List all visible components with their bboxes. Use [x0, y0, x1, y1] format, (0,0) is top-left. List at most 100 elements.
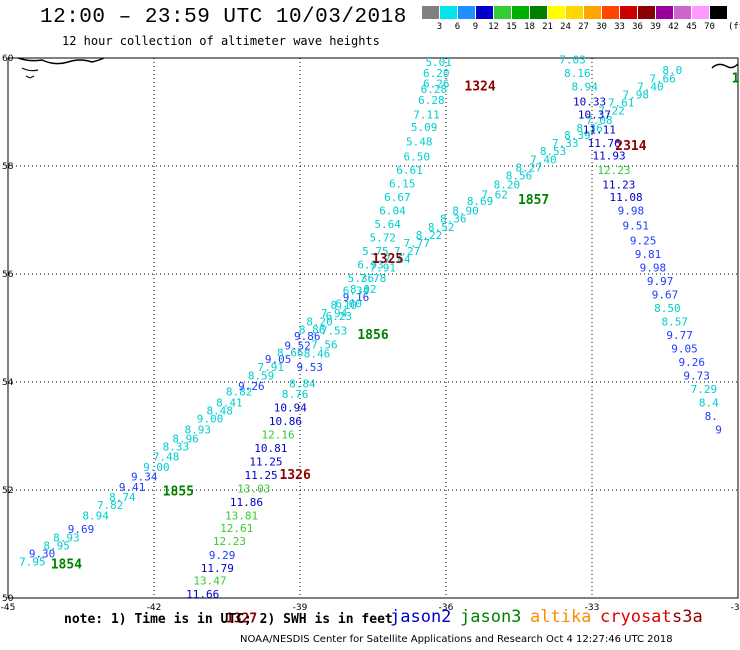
wave-height-value: 9.30 — [29, 548, 56, 561]
wave-height-value: 9.00 — [143, 461, 170, 474]
wave-height-value: 11.25 — [249, 456, 282, 469]
credit-line: NOAA/NESDIS Center for Satellite Applica… — [240, 634, 673, 645]
wave-height-value: 9.97 — [647, 275, 674, 288]
wave-height-value: 7.29 — [691, 383, 718, 396]
wave-height-value: 7.11 — [413, 108, 440, 121]
legend-tick-label: 27 — [578, 22, 589, 32]
pass-time-label: 1325 — [372, 252, 403, 267]
map-subtitle: 12 hour collection of altimeter wave hei… — [62, 34, 380, 48]
wave-height-value: 8. — [705, 410, 718, 423]
lat-tick-label: 58 — [2, 162, 14, 172]
axis-labels: -45 -42 -39 -36 -33 -30 50 52 54 56 58 60 — [1, 54, 740, 613]
wave-height-value: 8.36 — [576, 122, 603, 135]
lon-tick-label: -30 — [731, 603, 740, 613]
wave-height-value: 8.22 — [416, 229, 443, 242]
satellite-legend-cryosat: cryosat — [600, 607, 672, 627]
wave-height-value: 8.20 — [306, 315, 333, 328]
wave-height-value: 8.56 — [506, 170, 533, 183]
wave-height-value: 5.36 — [348, 272, 375, 285]
wave-height-value: 9.29 — [209, 549, 236, 562]
legend-swatch — [656, 6, 673, 19]
wave-height-value: 8.02 — [350, 283, 377, 296]
wave-height-value: 5.01 — [425, 56, 452, 69]
wave-height-value: 10.81 — [254, 442, 287, 455]
wave-height-value: 6.60 — [335, 297, 362, 310]
legend-tick-label: 30 — [596, 22, 607, 32]
wave-height-value: 7.22 — [598, 105, 625, 118]
wave-height-value: 11.79 — [201, 562, 234, 575]
wave-height-value: 8.93 — [53, 531, 80, 544]
wave-height-value: 11.86 — [230, 496, 263, 509]
wave-height-value: 5.75 — [362, 245, 389, 258]
wave-height-value: 7.61 — [608, 97, 635, 110]
wave-height-value: 9.53 — [296, 361, 323, 374]
wave-height-value: 7.08 — [586, 114, 613, 127]
wave-height-value: 6.20 — [423, 67, 450, 80]
pass-time-label: 1854 — [51, 557, 82, 572]
wave-height-value: 9.69 — [68, 523, 95, 536]
wave-height-value: 8.82 — [226, 386, 253, 399]
legend-tick-label: 39 — [650, 22, 661, 32]
track: 7.959.308.958.939.698.947.828.749.419.34… — [19, 64, 682, 568]
lat-lon-grid — [7, 57, 739, 599]
legend-tick-label: 45 — [686, 22, 697, 32]
wave-height-value: 6.34 — [343, 285, 370, 298]
wave-height-value: 8.10 — [331, 299, 358, 312]
legend-swatch — [584, 6, 601, 19]
wave-height-value: 7.56 — [311, 339, 338, 352]
wave-height-value: 7.40 — [637, 80, 664, 93]
wave-height-value: 9.05 — [265, 353, 292, 366]
wave-height-value: 9.41 — [119, 481, 146, 494]
wave-height-value: 9.73 — [683, 369, 710, 382]
pass-time-label: 1326 — [279, 468, 310, 483]
wave-height-value: 7.48 — [153, 450, 180, 463]
wave-height-value: 6.28 — [418, 94, 445, 107]
wave-height-value: 9.25 — [630, 234, 657, 247]
wave-height-value: 8.50 — [654, 302, 681, 315]
wave-height-value: 9.98 — [640, 261, 667, 274]
wave-height-value: 7.82 — [97, 499, 124, 512]
wave-height-value: 13.81 — [225, 510, 258, 523]
wave-height-value: 7.33 — [552, 137, 579, 150]
wave-height-value: 6.50 — [404, 151, 431, 164]
wave-height-value: 6.04 — [379, 205, 406, 218]
altimeter-tracks: 7.959.308.958.939.698.947.828.749.419.34… — [19, 53, 722, 601]
legend-swatch — [638, 6, 655, 19]
wave-height-value: 9.67 — [652, 288, 679, 301]
legend-swatch — [566, 6, 583, 19]
legend-tick-label: 6 — [454, 22, 461, 32]
wave-height-value: 6.23 — [326, 310, 353, 323]
wave-height-value: 8.33 — [163, 441, 190, 454]
legend-swatch — [710, 6, 727, 19]
wave-height-value: 9.98 — [618, 205, 645, 218]
wave-height-value: 11.23 — [602, 179, 635, 192]
lon-tick-label: -45 — [1, 603, 16, 613]
lon-tick-label: -42 — [147, 603, 162, 613]
wave-height-value: 9.05 — [671, 342, 698, 355]
legend-swatch — [530, 6, 547, 19]
wave-height-value: 9.00 — [197, 413, 224, 426]
wave-height-value: 11.76 — [588, 137, 621, 150]
legend-tick-label: 36 — [632, 22, 643, 32]
wave-height-value: 9.86 — [294, 330, 321, 343]
wave-height-value: 10.94 — [274, 402, 307, 415]
wave-height-value: 9.26 — [238, 380, 265, 393]
wave-height-value: 8.90 — [452, 205, 479, 218]
legend-unit: (ft) — [728, 22, 740, 32]
legend-swatch — [548, 6, 565, 19]
wave-height-value: 7.91 — [369, 261, 396, 274]
legend-swatch — [494, 6, 511, 19]
wave-height-value: 9.52 — [284, 340, 311, 353]
legend-swatch — [512, 6, 529, 19]
wave-height-value: 5.48 — [406, 135, 433, 148]
footnote: note: 1) Time is in UTC; 2) SWH is in fe… — [64, 612, 393, 627]
wave-height-value: 8.57 — [661, 315, 688, 328]
pass-time-label: 1857 — [518, 193, 549, 208]
legend-swatch — [620, 6, 637, 19]
wave-height-value: 8.39 — [564, 129, 591, 142]
lat-tick-label: 56 — [2, 270, 14, 280]
wave-height-value: 6.15 — [389, 178, 416, 191]
wave-height-value: 8.74 — [109, 491, 136, 504]
lon-tick-label: -39 — [293, 603, 308, 613]
